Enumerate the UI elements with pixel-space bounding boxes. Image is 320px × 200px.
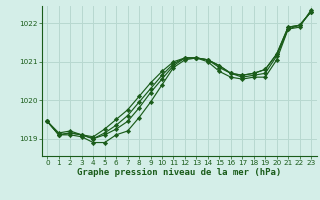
X-axis label: Graphe pression niveau de la mer (hPa): Graphe pression niveau de la mer (hPa) [77,168,281,177]
